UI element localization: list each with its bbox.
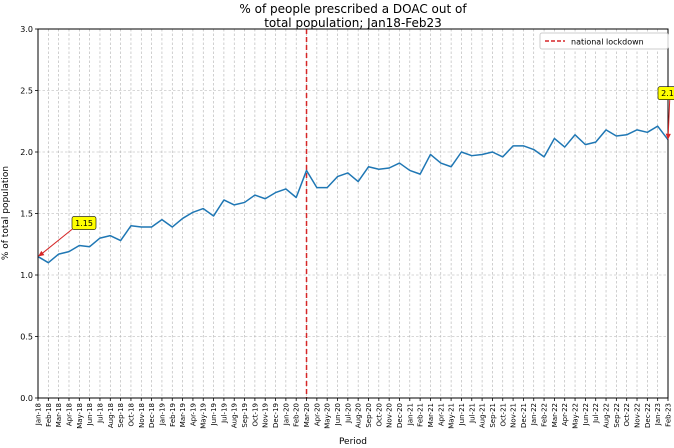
x-tick-label: Nov-18 <box>138 403 146 428</box>
legend: national lockdown <box>539 32 669 50</box>
x-tick-label: May-21 <box>448 403 456 429</box>
y-axis-label: % of total population <box>1 166 11 260</box>
chart-title-line-2: total population; Jan18-Feb23 <box>264 16 442 30</box>
x-tick-label: Jul-20 <box>344 403 352 424</box>
annotation-label: 1.15 <box>75 219 93 228</box>
annotation-box <box>71 216 97 230</box>
chart-title-line-1: % of people prescribed a DOAC out of <box>239 2 467 16</box>
x-tick-label: Nov-20 <box>386 403 394 428</box>
x-tick-label: Apr-18 <box>65 403 73 426</box>
y-axis-ticks: 0.0 0.5 1.0 1.5 2.0 2.5 3.0 <box>20 25 38 403</box>
x-tick-label: Sep-19 <box>241 403 249 428</box>
legend-label: national lockdown <box>571 38 644 47</box>
y-tick-label: 1.0 <box>20 271 33 280</box>
x-tick-label: Jan-18 <box>35 403 43 426</box>
y-tick-label: 0.5 <box>20 333 33 342</box>
x-tick-label: May-20 <box>324 403 332 429</box>
x-tick-label: Mar-18 <box>55 403 63 427</box>
annotation-arrow-head <box>665 133 671 140</box>
x-tick-label: Feb-20 <box>293 403 301 427</box>
x-tick-label: Feb-23 <box>665 403 673 427</box>
y-tick-label: 1.5 <box>20 210 33 219</box>
x-tick-label: Jun-19 <box>210 403 218 426</box>
x-tick-label: Jun-18 <box>86 403 94 426</box>
x-tick-label: May-22 <box>572 403 580 429</box>
x-tick-label: Apr-19 <box>189 403 197 426</box>
x-tick-label: May-19 <box>200 403 208 429</box>
x-tick-label: Jul-21 <box>468 403 476 424</box>
y-tick-label: 0.0 <box>20 394 33 403</box>
x-tick-label: Feb-21 <box>417 403 425 427</box>
x-tick-label: Nov-22 <box>634 403 642 428</box>
x-tick-label: Jan-20 <box>282 403 290 426</box>
x-tick-label: Apr-21 <box>437 403 445 426</box>
y-tick-label: 3.0 <box>20 25 33 34</box>
x-tick-label: Dec-21 <box>520 403 528 428</box>
x-tick-label: Dec-22 <box>644 403 652 428</box>
x-tick-label: Mar-20 <box>303 403 311 427</box>
x-axis-label: Period <box>339 437 367 447</box>
y-tick-label: 2.5 <box>20 87 33 96</box>
x-tick-label: Jan-22 <box>530 403 538 426</box>
x-tick-label: Dec-18 <box>148 403 156 428</box>
x-tick-label: Mar-21 <box>427 403 435 427</box>
x-tick-label: Feb-19 <box>169 403 177 427</box>
x-tick-label: Dec-19 <box>272 403 280 428</box>
x-tick-label: Aug-19 <box>231 403 239 428</box>
annotation-label: 2.10 <box>661 89 674 98</box>
x-tick-label: Jun-20 <box>334 403 342 426</box>
x-axis-ticks: Jan-18 Feb-18 Mar-18 Apr-18 May-18 Jun-18 Jul-… <box>35 398 673 429</box>
x-tick-label: Sep-18 <box>117 403 125 428</box>
annotation-box <box>657 86 674 100</box>
x-tick-label: Aug-18 <box>107 403 115 428</box>
x-tick-label: Jul-19 <box>220 403 228 424</box>
x-tick-label: Sep-22 <box>613 403 621 428</box>
annotations: 1.15 2.10 <box>38 86 674 257</box>
x-tick-label: Nov-19 <box>262 403 270 428</box>
x-tick-label: Jun-21 <box>458 403 466 426</box>
x-tick-label: Oct-18 <box>127 403 135 427</box>
x-tick-label: Apr-20 <box>313 403 321 426</box>
x-tick-label: May-18 <box>76 403 84 429</box>
x-tick-label: Oct-21 <box>499 403 507 427</box>
x-tick-label: Jan-23 <box>654 403 662 426</box>
y-tick-label: 2.0 <box>20 148 33 157</box>
x-tick-label: Apr-22 <box>561 403 569 426</box>
legend-box <box>539 32 669 50</box>
annotation-arrow-shaft <box>667 99 671 136</box>
grid <box>37 28 669 399</box>
x-tick-label: Dec-20 <box>396 403 404 428</box>
x-tick-label: Mar-22 <box>551 403 559 427</box>
x-tick-label: Oct-22 <box>623 403 631 427</box>
x-tick-label: Oct-19 <box>251 403 259 427</box>
x-tick-label: Aug-22 <box>603 403 611 428</box>
series-layer <box>37 125 669 264</box>
x-tick-label: Feb-18 <box>45 403 53 427</box>
x-tick-label: Jan-19 <box>158 403 166 426</box>
annotation-arrow-head <box>38 250 45 257</box>
x-tick-label: Jul-22 <box>592 403 600 424</box>
x-tick-label: Sep-21 <box>489 403 497 428</box>
x-tick-label: Jul-18 <box>96 403 104 424</box>
series-line <box>37 125 669 264</box>
x-tick-label: Jan-21 <box>406 403 414 426</box>
x-tick-label: Feb-22 <box>541 403 549 427</box>
x-tick-label: Aug-21 <box>479 403 487 428</box>
x-tick-label: Aug-20 <box>355 403 363 428</box>
x-tick-label: Mar-19 <box>179 403 187 427</box>
x-tick-label: Oct-20 <box>375 403 383 427</box>
x-tick-label: Sep-20 <box>365 403 373 428</box>
x-tick-label: Nov-21 <box>510 403 518 428</box>
annotation-arrow-shaft <box>40 226 76 255</box>
x-tick-label: Jun-22 <box>582 403 590 426</box>
